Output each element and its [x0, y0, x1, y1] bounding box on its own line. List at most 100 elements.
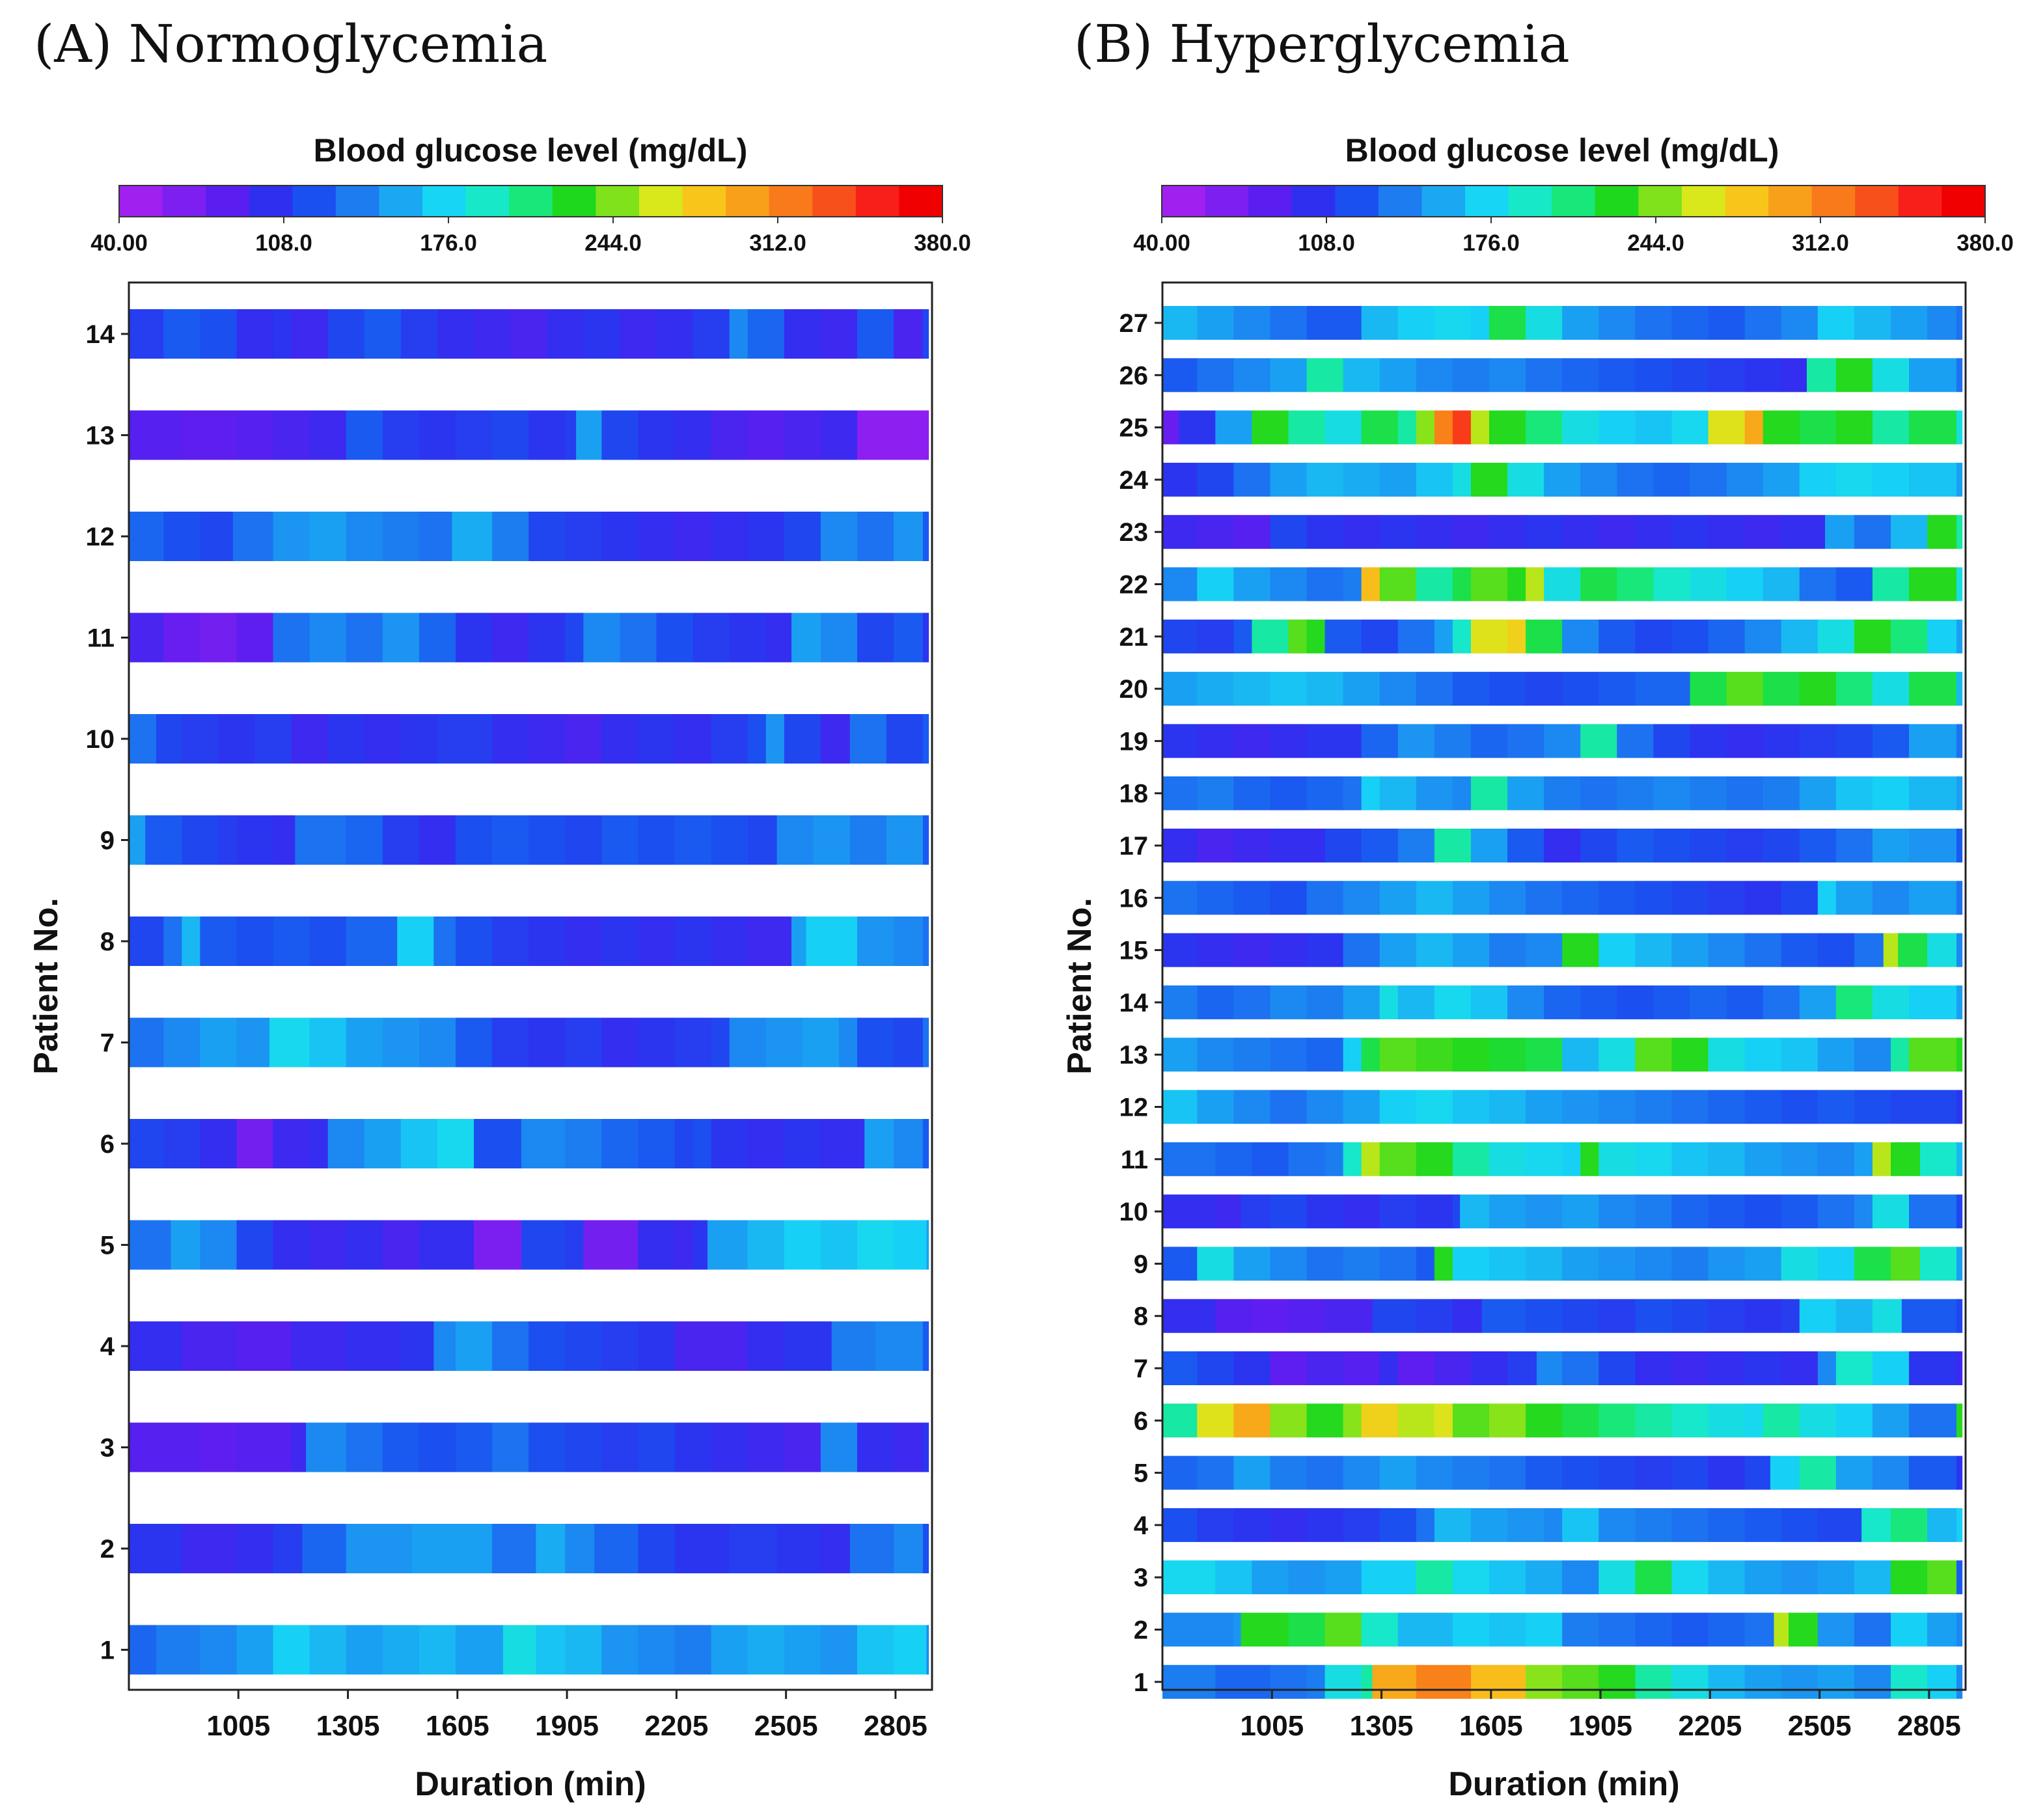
heatmap-cell	[1452, 1612, 1490, 1647]
heatmap-row-patient-13	[1162, 1038, 1963, 1072]
heatmap-cell	[1562, 933, 1600, 967]
heatmap-cell	[1372, 1299, 1417, 1333]
heatmap-cell	[1617, 829, 1654, 862]
heatmap-cell	[1781, 1351, 1818, 1385]
heatmap-cell	[346, 1321, 402, 1371]
heatmap-cell	[1361, 306, 1399, 340]
heatmap-cell	[1562, 1351, 1600, 1385]
heatmap-cell	[1343, 1090, 1380, 1124]
panel-a-colorbar-block	[249, 186, 293, 217]
heatmap-cell	[1744, 1142, 1782, 1176]
panel-a-x-tick-label: 1005	[206, 1710, 270, 1742]
heatmap-cell	[382, 1220, 420, 1270]
panel-a-colorbar-tick-label: 176.0	[420, 230, 477, 256]
heatmap-cell	[1781, 881, 1818, 915]
heatmap-cell	[1726, 776, 1764, 810]
heatmap-cell	[674, 1321, 748, 1371]
heatmap-cell	[1909, 567, 1957, 601]
heatmap-cell	[1434, 1247, 1453, 1281]
heatmap-cell	[1241, 1194, 1271, 1229]
heatmap-cell	[1361, 724, 1399, 758]
heatmap-cell	[1763, 776, 1800, 810]
heatmap-cell	[456, 917, 493, 966]
heatmap-cell	[1379, 567, 1417, 601]
heatmap-row-patient-1	[129, 1625, 929, 1675]
heatmap-cell	[1416, 1142, 1453, 1176]
heatmap-cell	[1835, 881, 1873, 915]
heatmap-cell	[1872, 1351, 1910, 1385]
heatmap-cell	[156, 1625, 201, 1675]
heatmap-cell	[1470, 985, 1508, 1019]
heatmap-cell	[1599, 306, 1636, 340]
heatmap-row-patient-10	[129, 714, 929, 764]
heatmap-cell	[492, 1321, 529, 1371]
heatmap-cell	[838, 1017, 858, 1068]
heatmap-cell	[1233, 776, 1271, 810]
heatmap-cell	[1379, 672, 1417, 706]
heatmap-cell	[1708, 881, 1746, 915]
heatmap-cell	[1162, 1351, 1198, 1385]
heatmap-cell	[1599, 358, 1636, 393]
heatmap-cell	[583, 613, 621, 663]
heatmap-cell	[1489, 1455, 1526, 1490]
heatmap-cell	[1599, 1508, 1636, 1542]
heatmap-cell	[1763, 1403, 1800, 1438]
heatmap-cell	[273, 815, 296, 865]
heatmap-cell	[1434, 724, 1472, 758]
heatmap-cell	[1197, 829, 1235, 862]
heatmap-cell	[129, 1625, 157, 1675]
panel-b-colorbar-tick-label: 108.0	[1298, 230, 1355, 256]
heatmap-cell	[1233, 1612, 1242, 1647]
heatmap-cell	[1416, 672, 1453, 706]
heatmap-cell	[1956, 672, 1963, 706]
heatmap-cell	[1361, 776, 1380, 810]
heatmap-cell	[565, 815, 603, 865]
heatmap-cell	[1270, 567, 1308, 601]
heatmap-cell	[1489, 1142, 1526, 1176]
heatmap-cell	[1361, 1664, 1373, 1699]
heatmap-cell	[1489, 1194, 1526, 1229]
heatmap-cell	[1671, 1299, 1709, 1333]
heatmap-cell	[1544, 462, 1582, 497]
heatmap-cell	[1416, 1090, 1453, 1124]
heatmap-cell	[129, 1321, 183, 1371]
heatmap-cell	[1956, 724, 1963, 758]
panel-b-y-tick-label: 16	[1119, 884, 1149, 913]
heatmap-cell	[1635, 1090, 1673, 1124]
heatmap-cell	[1872, 1142, 1891, 1176]
heatmap-cell	[492, 410, 529, 460]
heatmap-cell	[1379, 1038, 1417, 1072]
heatmap-cell	[1781, 933, 1818, 967]
heatmap-cell	[1781, 306, 1818, 340]
heatmap-cell	[1526, 1038, 1563, 1072]
heatmap-cell	[1690, 985, 1727, 1019]
heatmap-cell	[894, 917, 924, 966]
heatmap-cell	[1489, 306, 1526, 340]
heatmap-cell	[1835, 724, 1873, 758]
heatmap-cell	[528, 815, 566, 865]
heatmap-cell	[1270, 829, 1326, 862]
heatmap-cell	[1671, 619, 1709, 654]
heatmap-cell	[1956, 1142, 1963, 1176]
heatmap-cell	[200, 1017, 238, 1068]
heatmap-cell	[200, 1220, 238, 1270]
heatmap-cell	[849, 1524, 894, 1573]
heatmap-cell	[1526, 1560, 1563, 1595]
heatmap-cell	[1956, 1508, 1963, 1542]
heatmap-cell	[1452, 776, 1472, 810]
heatmap-cell	[1270, 1403, 1308, 1438]
heatmap-cell	[1817, 306, 1855, 340]
heatmap-cell	[1635, 306, 1673, 340]
heatmap-cell	[1179, 410, 1216, 445]
heatmap-cell	[1215, 1664, 1271, 1699]
heatmap-cell	[1162, 1247, 1198, 1281]
heatmap-cell	[674, 410, 712, 460]
heatmap-cell	[922, 815, 929, 865]
heatmap-cell	[1452, 933, 1490, 967]
heatmap-cell	[1270, 672, 1308, 706]
panel-a-y-tick-label: 10	[86, 725, 115, 754]
heatmap-cell	[1690, 724, 1727, 758]
heatmap-cell	[1197, 1455, 1235, 1490]
heatmap-cell	[1306, 985, 1344, 1019]
heatmap-cell	[456, 1017, 493, 1068]
